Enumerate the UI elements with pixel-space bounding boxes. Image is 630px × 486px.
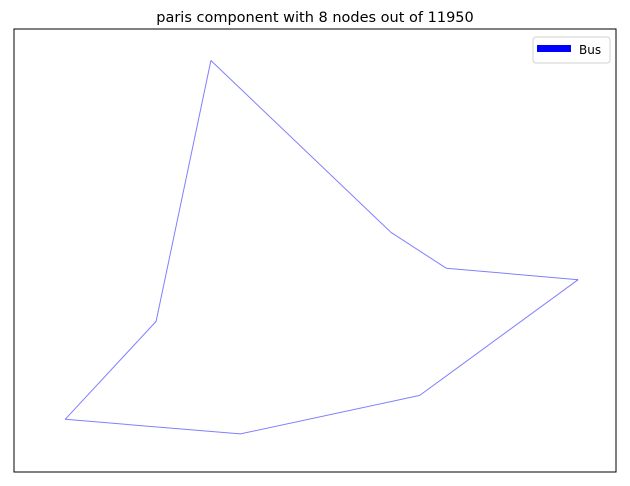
edge-bus-2 — [65, 418, 241, 435]
edge-bus-1 — [64, 321, 157, 420]
legend-box — [532, 36, 611, 64]
legend-swatch-bus — [537, 45, 571, 52]
legend: Bus — [532, 36, 611, 64]
edge-bus-7 — [210, 60, 392, 233]
plot-frame — [13, 28, 617, 473]
edge-bus-4 — [419, 279, 579, 396]
legend-label-bus: Bus — [579, 43, 601, 57]
chart-title: paris component with 8 nodes out of 1195… — [156, 10, 474, 26]
network-edges — [64, 60, 579, 435]
edge-bus-6 — [390, 231, 447, 269]
edge-bus-5 — [446, 267, 579, 281]
edge-bus-3 — [240, 394, 420, 435]
edge-bus-0 — [155, 60, 212, 322]
